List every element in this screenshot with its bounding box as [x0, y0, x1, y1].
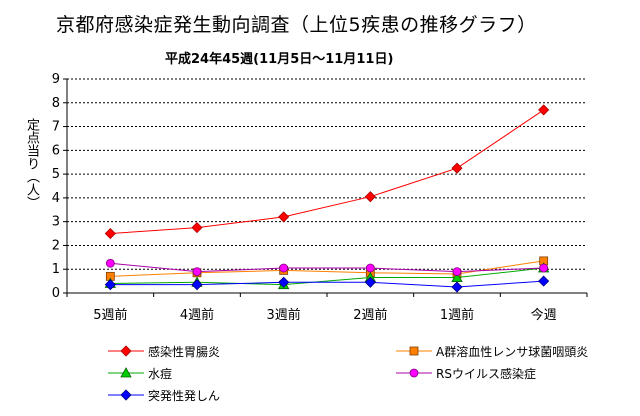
- data-point: [191, 279, 203, 291]
- series-line: [110, 109, 544, 235]
- y-tick-label: 5: [52, 167, 60, 182]
- x-tick-label: 今週: [531, 307, 557, 323]
- data-point: [451, 281, 463, 293]
- y-tick-label: 3: [52, 215, 60, 230]
- y-tick-label: 1: [52, 262, 60, 277]
- legend-marker: [120, 367, 132, 378]
- data-point: [452, 267, 462, 277]
- legend-item: 突発性発しん: [108, 386, 220, 404]
- legend-marker: [120, 345, 132, 357]
- x-tick-label: 3週前: [267, 307, 301, 323]
- chart-title: 京都府感染症発生動向調査（上位5疾患の推移グラフ）: [56, 14, 537, 36]
- series-line: [110, 262, 544, 273]
- legend-swatch: [108, 367, 144, 378]
- chart-legend: 感染性胃腸炎 A群溶血性レンサ球菌咽頭炎水痘 RSウイルス感染症突発性発しん: [108, 338, 628, 410]
- legend-label: 突発性発しん: [148, 388, 221, 403]
- series-line: [110, 267, 544, 286]
- data-point: [192, 267, 202, 277]
- y-tick-label: 6: [52, 143, 60, 158]
- series-line: [110, 280, 544, 288]
- legend-label: A群溶血性レンサ球菌咽頭炎: [436, 344, 589, 359]
- legend-item: RSウイルス感染症: [396, 364, 536, 382]
- legend-marker: [409, 368, 419, 378]
- data-point: [365, 263, 375, 273]
- y-axis-label: 定点当り（人）: [24, 118, 39, 209]
- legend-item: 感染性胃腸炎: [108, 342, 220, 360]
- legend-item: 水痘: [108, 364, 172, 382]
- data-point: [451, 162, 463, 174]
- x-tick-label: 4週前: [180, 307, 214, 323]
- legend-marker: [120, 389, 132, 401]
- legend-swatch: [108, 389, 144, 401]
- legend-label: RSウイルス感染症: [436, 366, 536, 381]
- data-point: [538, 275, 550, 287]
- legend-label: 感染性胃腸炎: [148, 344, 221, 359]
- y-tick-label: 9: [52, 72, 60, 87]
- x-tick-label: 5週前: [93, 307, 127, 323]
- data-point: [539, 263, 549, 273]
- data-point: [279, 263, 289, 273]
- data-point: [104, 227, 116, 240]
- data-point: [538, 104, 550, 116]
- data-point: [364, 276, 376, 288]
- data-point: [104, 279, 116, 291]
- y-tick-label: 4: [52, 191, 60, 206]
- y-tick-label: 8: [52, 96, 60, 111]
- series-line: [110, 260, 544, 277]
- chart-subtitle: 平成24年45週(11月5日～11月11日): [165, 52, 394, 67]
- x-tick-label: 2週前: [353, 307, 387, 323]
- legend-label: 水痘: [148, 366, 173, 381]
- legend-item: A群溶血性レンサ球菌咽頭炎: [396, 342, 588, 360]
- legend-swatch: [396, 368, 432, 378]
- y-tick-label: 7: [52, 120, 60, 135]
- data-point: [105, 258, 115, 268]
- data-point: [364, 191, 376, 203]
- y-tick-label: 0: [52, 286, 60, 301]
- data-point: [278, 211, 290, 223]
- data-point: [278, 276, 290, 288]
- x-tick-label: 1週前: [440, 307, 474, 323]
- y-tick-label: 2: [52, 238, 60, 253]
- legend-marker: [409, 346, 419, 356]
- legend-swatch: [396, 346, 432, 356]
- data-point: [191, 222, 203, 234]
- legend-swatch: [108, 345, 144, 357]
